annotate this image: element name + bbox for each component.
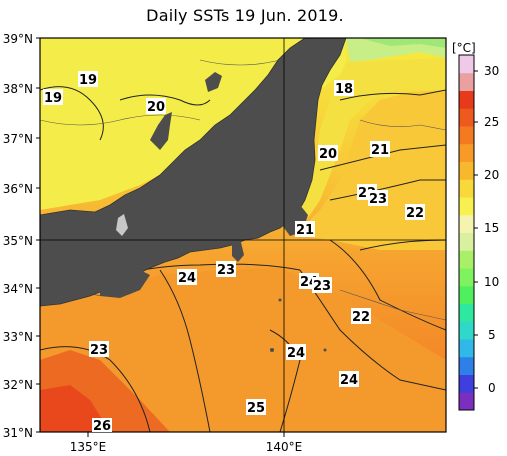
isotherm-label: 25 — [247, 401, 265, 416]
colorbar-cell — [459, 126, 474, 145]
isotherm-label: 18 — [335, 82, 353, 97]
isotherm-label: 21 — [371, 143, 389, 158]
colorbar-cell — [459, 356, 474, 375]
graticule — [40, 38, 446, 432]
island — [270, 348, 274, 352]
lon-label: 135°E — [70, 440, 107, 454]
colorbar-tick-label: 30 — [484, 64, 499, 78]
isotherm-label: 23 — [90, 343, 108, 358]
isotherm-label: 24 — [178, 271, 196, 286]
isotherm-label: 26 — [93, 419, 111, 434]
lat-label: 35°N — [3, 234, 33, 248]
colorbar-cell — [459, 321, 474, 340]
plot-frame — [39, 37, 447, 433]
lat-label: 39°N — [3, 32, 33, 46]
colorbar-cells — [459, 55, 474, 411]
lat-label: 37°N — [3, 132, 33, 146]
colorbar-cell — [459, 232, 474, 251]
isotherm-label: 22 — [352, 310, 370, 325]
land-noto — [150, 112, 172, 150]
lat-labels: 39°N 38°N 37°N 36°N 35°N 34°N 33°N 32°N … — [3, 32, 33, 440]
colorbar-cell — [459, 285, 474, 304]
colorbar-cell — [459, 303, 474, 322]
land-shikoku — [40, 262, 75, 290]
isotherm-label: 23 — [369, 192, 387, 207]
colorbar-ticks — [474, 70, 478, 389]
map-title: Daily SSTs 19 Jun. 2019. — [146, 6, 344, 25]
isotherm-label: 23 — [313, 279, 331, 294]
isotherm-label: 20 — [319, 147, 337, 162]
plot-area — [40, 38, 446, 432]
colorbar-cell — [459, 214, 474, 233]
land-sado — [205, 72, 222, 92]
lon-labels: 135°E 140°E — [70, 440, 303, 454]
colorbar-tick-label: 15 — [484, 221, 499, 235]
east-coast-zone — [296, 58, 446, 230]
lat-label: 33°N — [3, 330, 33, 344]
isotherm-label: 20 — [147, 100, 165, 115]
colorbar-cell — [459, 161, 474, 180]
colorbar-cell — [459, 143, 474, 162]
isotherm-label: 23 — [217, 263, 235, 278]
island — [278, 298, 282, 302]
lat-label: 31°N — [3, 426, 33, 440]
colorbar-cell — [459, 250, 474, 269]
colorbar-tick-label: 10 — [484, 275, 499, 289]
colorbar-tick-label: 25 — [484, 115, 499, 129]
isotherm-label: 21 — [296, 223, 314, 238]
colorbar-tick-label: 20 — [484, 168, 499, 182]
colorbar: [°C] 30 25 20 15 10 5 0 — [452, 41, 499, 411]
isotherm-label: 19 — [44, 91, 62, 106]
isotherm-labels: 19 19 18 20 20 21 22 23 22 21 23 24 24 2… — [43, 71, 425, 434]
isotherm-label: 24 — [287, 346, 305, 361]
island — [323, 348, 327, 352]
colorbar-cell — [459, 108, 474, 127]
land-izu — [232, 238, 244, 262]
lat-label: 36°N — [3, 182, 33, 196]
colorbar-tick-label: 0 — [488, 381, 496, 395]
colorbar-cell — [459, 72, 474, 91]
colorbar-cell — [459, 55, 474, 74]
isotherm-label: 24 — [340, 373, 358, 388]
lon-label: 140°E — [266, 440, 303, 454]
colorbar-cell — [459, 90, 474, 109]
lake-biwa — [116, 214, 128, 236]
colorbar-unit: [°C] — [452, 41, 476, 55]
colorbar-cell — [459, 268, 474, 287]
cold-water-core — [360, 38, 446, 48]
colorbar-cell — [459, 179, 474, 198]
isotherm-label: 22 — [406, 206, 424, 221]
lat-label: 34°N — [3, 282, 33, 296]
colorbar-frame — [458, 54, 475, 411]
isotherm-label: 19 — [79, 73, 97, 88]
colorbar-cell — [459, 392, 474, 411]
lat-label: 38°N — [3, 82, 33, 96]
colorbar-cell — [459, 374, 474, 393]
colorbar-cell — [459, 197, 474, 216]
colorbar-tick-label: 5 — [488, 328, 496, 342]
lat-ticks — [36, 37, 40, 433]
land-honshu — [40, 38, 347, 307]
kuroshio-zone — [40, 268, 446, 432]
land-kii — [100, 265, 150, 298]
colorbar-cell — [459, 339, 474, 358]
lon-ticks — [87, 432, 285, 437]
lat-label: 32°N — [3, 378, 33, 392]
